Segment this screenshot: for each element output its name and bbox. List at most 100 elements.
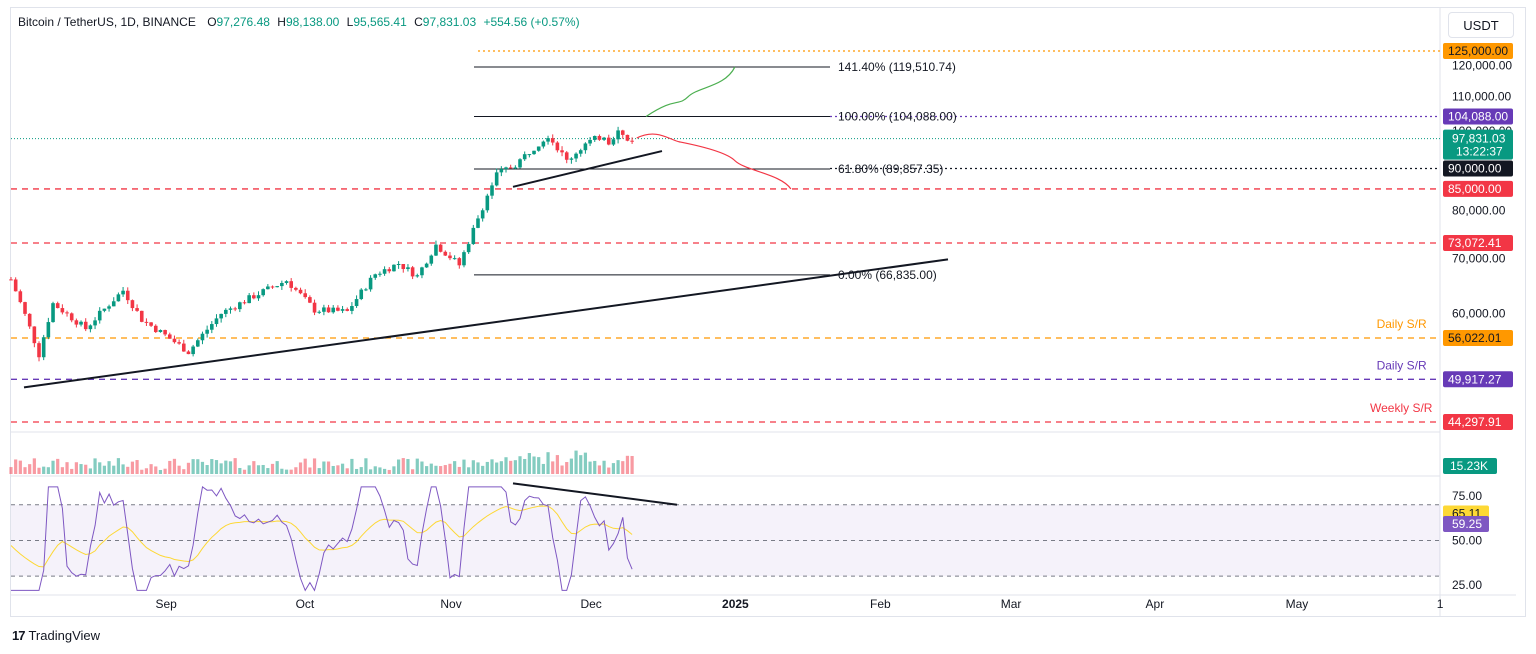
volume-bar	[312, 458, 317, 474]
candle-body	[27, 313, 32, 327]
candle-body	[499, 169, 504, 173]
volume-bar	[354, 468, 359, 474]
volume-bar	[121, 464, 125, 474]
volume-bar	[336, 465, 340, 474]
volume-bar	[261, 464, 265, 474]
time-axis-tick: Nov	[440, 597, 461, 611]
price-tag-text: 44,297.91	[1448, 415, 1502, 429]
volume-bar	[70, 468, 74, 474]
price-axis-tick: 70,000.00	[1452, 251, 1506, 265]
volume-bar	[630, 455, 634, 474]
volume-bar	[532, 456, 536, 474]
candle-body	[569, 158, 574, 160]
volume-bar	[602, 460, 606, 474]
candle-body	[177, 342, 181, 344]
candle-body	[200, 333, 205, 341]
symbol-title[interactable]: Bitcoin / TetherUS, 1D, BINANCE	[18, 15, 196, 29]
candle-body	[630, 140, 634, 142]
volume-bar	[233, 458, 237, 474]
volume-bar	[569, 458, 573, 474]
volume-bar	[499, 461, 503, 474]
candle-body	[51, 303, 55, 323]
change-value: +554.56 (+0.57%)	[483, 15, 580, 29]
candle-body	[158, 330, 163, 333]
candle-body	[266, 286, 270, 290]
price-tag-text: 85,000.00	[1448, 182, 1502, 196]
volume-bar	[28, 464, 32, 474]
volume-bar	[322, 461, 326, 474]
volume-bar	[434, 465, 438, 474]
volume-bar	[359, 467, 363, 474]
candle-body	[434, 244, 438, 256]
candle-body	[32, 326, 37, 344]
volume-bar	[583, 452, 588, 474]
volume-bar	[523, 458, 527, 474]
candle-body	[270, 286, 275, 288]
candle-body	[130, 300, 135, 309]
candle-body	[532, 150, 536, 155]
candle-body	[452, 258, 457, 260]
volume-bar	[140, 469, 144, 474]
time-axis-tick: May	[1286, 597, 1309, 611]
candle-body	[457, 258, 462, 266]
volume-bar	[149, 464, 153, 474]
candle-body	[406, 267, 410, 270]
volume-bar	[565, 462, 569, 474]
volume-bar	[116, 458, 121, 474]
price-axis-tick: 80,000.00	[1452, 204, 1506, 218]
candle-body	[247, 295, 251, 304]
candle-body	[111, 301, 116, 307]
candle-body	[578, 150, 583, 154]
candle-body	[125, 290, 130, 301]
candle-body	[252, 295, 256, 299]
volume-bar	[397, 459, 401, 474]
candle-body	[65, 312, 69, 314]
volume-bar	[191, 459, 195, 474]
volume-bar	[238, 467, 242, 474]
candle-body	[153, 325, 158, 333]
rsi-ma-line	[10, 505, 633, 568]
candle-body	[541, 141, 546, 147]
volume-bar	[611, 463, 616, 474]
volume-bar	[289, 469, 293, 474]
candle-body	[275, 286, 279, 288]
volume-bar	[593, 460, 597, 474]
candle-body	[219, 313, 223, 319]
close-label: C	[414, 15, 423, 29]
volume-bar	[14, 459, 18, 474]
volume-bar	[168, 460, 172, 474]
volume-bar	[326, 461, 331, 474]
brand-name: TradingView	[28, 628, 101, 643]
volume-tag-text: 15.23K	[1450, 459, 1488, 473]
volume-bar	[368, 469, 373, 474]
volume-bar	[266, 468, 270, 474]
candle-body	[401, 263, 406, 270]
candle-body	[364, 289, 368, 291]
volume-bar	[387, 469, 391, 474]
volume-bar	[453, 461, 457, 474]
price-chart[interactable]: 120,000.00110,000.00100,000.0080,000.007…	[0, 0, 1536, 620]
volume-bars	[9, 450, 634, 474]
candle-body	[574, 153, 578, 159]
candle-body	[210, 324, 214, 330]
candle-body	[74, 320, 79, 325]
price-tag-text: 56,022.01	[1448, 331, 1502, 345]
candle-body	[588, 139, 592, 144]
volume-bar	[308, 467, 312, 474]
volume-bar	[228, 461, 233, 474]
candle-body	[522, 154, 527, 160]
candle-body	[560, 150, 564, 153]
fib-level-label: 141.40% (119,510.74)	[838, 60, 956, 74]
candle-body	[294, 287, 298, 290]
candle-body	[172, 338, 177, 343]
fib-level-label: 61.80% (89,857.35)	[838, 162, 943, 176]
candle-body	[224, 309, 228, 314]
currency-button[interactable]: USDT	[1448, 12, 1514, 38]
candle-body	[55, 303, 60, 309]
volume-bar	[411, 469, 415, 474]
volume-bar	[79, 464, 83, 474]
candle-body	[298, 289, 303, 294]
volume-bar	[439, 466, 443, 474]
candle-body	[186, 351, 191, 355]
volume-bar	[65, 462, 69, 474]
